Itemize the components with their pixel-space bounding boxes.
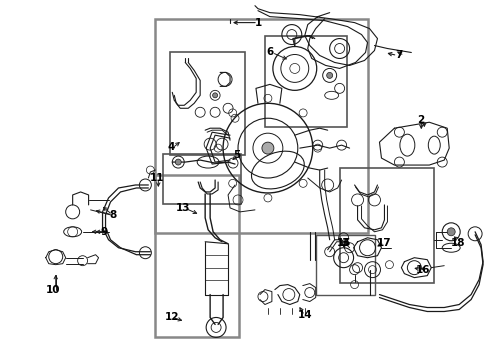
Text: 10: 10 [45, 284, 60, 294]
Bar [155, 175, 239, 337]
Circle shape [326, 72, 332, 78]
Circle shape [175, 159, 181, 165]
Bar [315, 235, 375, 294]
Circle shape [212, 93, 217, 98]
Text: 18: 18 [450, 238, 465, 248]
Text: 6: 6 [266, 48, 273, 58]
Text: 12: 12 [164, 312, 179, 323]
Text: 17: 17 [376, 238, 391, 248]
Text: 16: 16 [415, 265, 429, 275]
Text: 14: 14 [297, 310, 311, 320]
Text: 9: 9 [101, 227, 108, 237]
Text: 1: 1 [254, 18, 261, 28]
Bar [264, 36, 346, 127]
Bar [163, 154, 241, 204]
Text: 13: 13 [176, 203, 190, 213]
Text: 5: 5 [233, 150, 240, 160]
Text: 3: 3 [340, 238, 347, 248]
Text: 11: 11 [150, 173, 164, 183]
Text: 8: 8 [109, 210, 116, 220]
Bar [170, 53, 244, 155]
Text: 15: 15 [336, 238, 350, 248]
Circle shape [447, 228, 454, 236]
Text: 4: 4 [167, 142, 175, 152]
Circle shape [262, 142, 273, 154]
Bar [155, 19, 367, 233]
Text: 2: 2 [416, 115, 423, 125]
Text: 7: 7 [395, 50, 402, 60]
Bar [339, 168, 433, 283]
